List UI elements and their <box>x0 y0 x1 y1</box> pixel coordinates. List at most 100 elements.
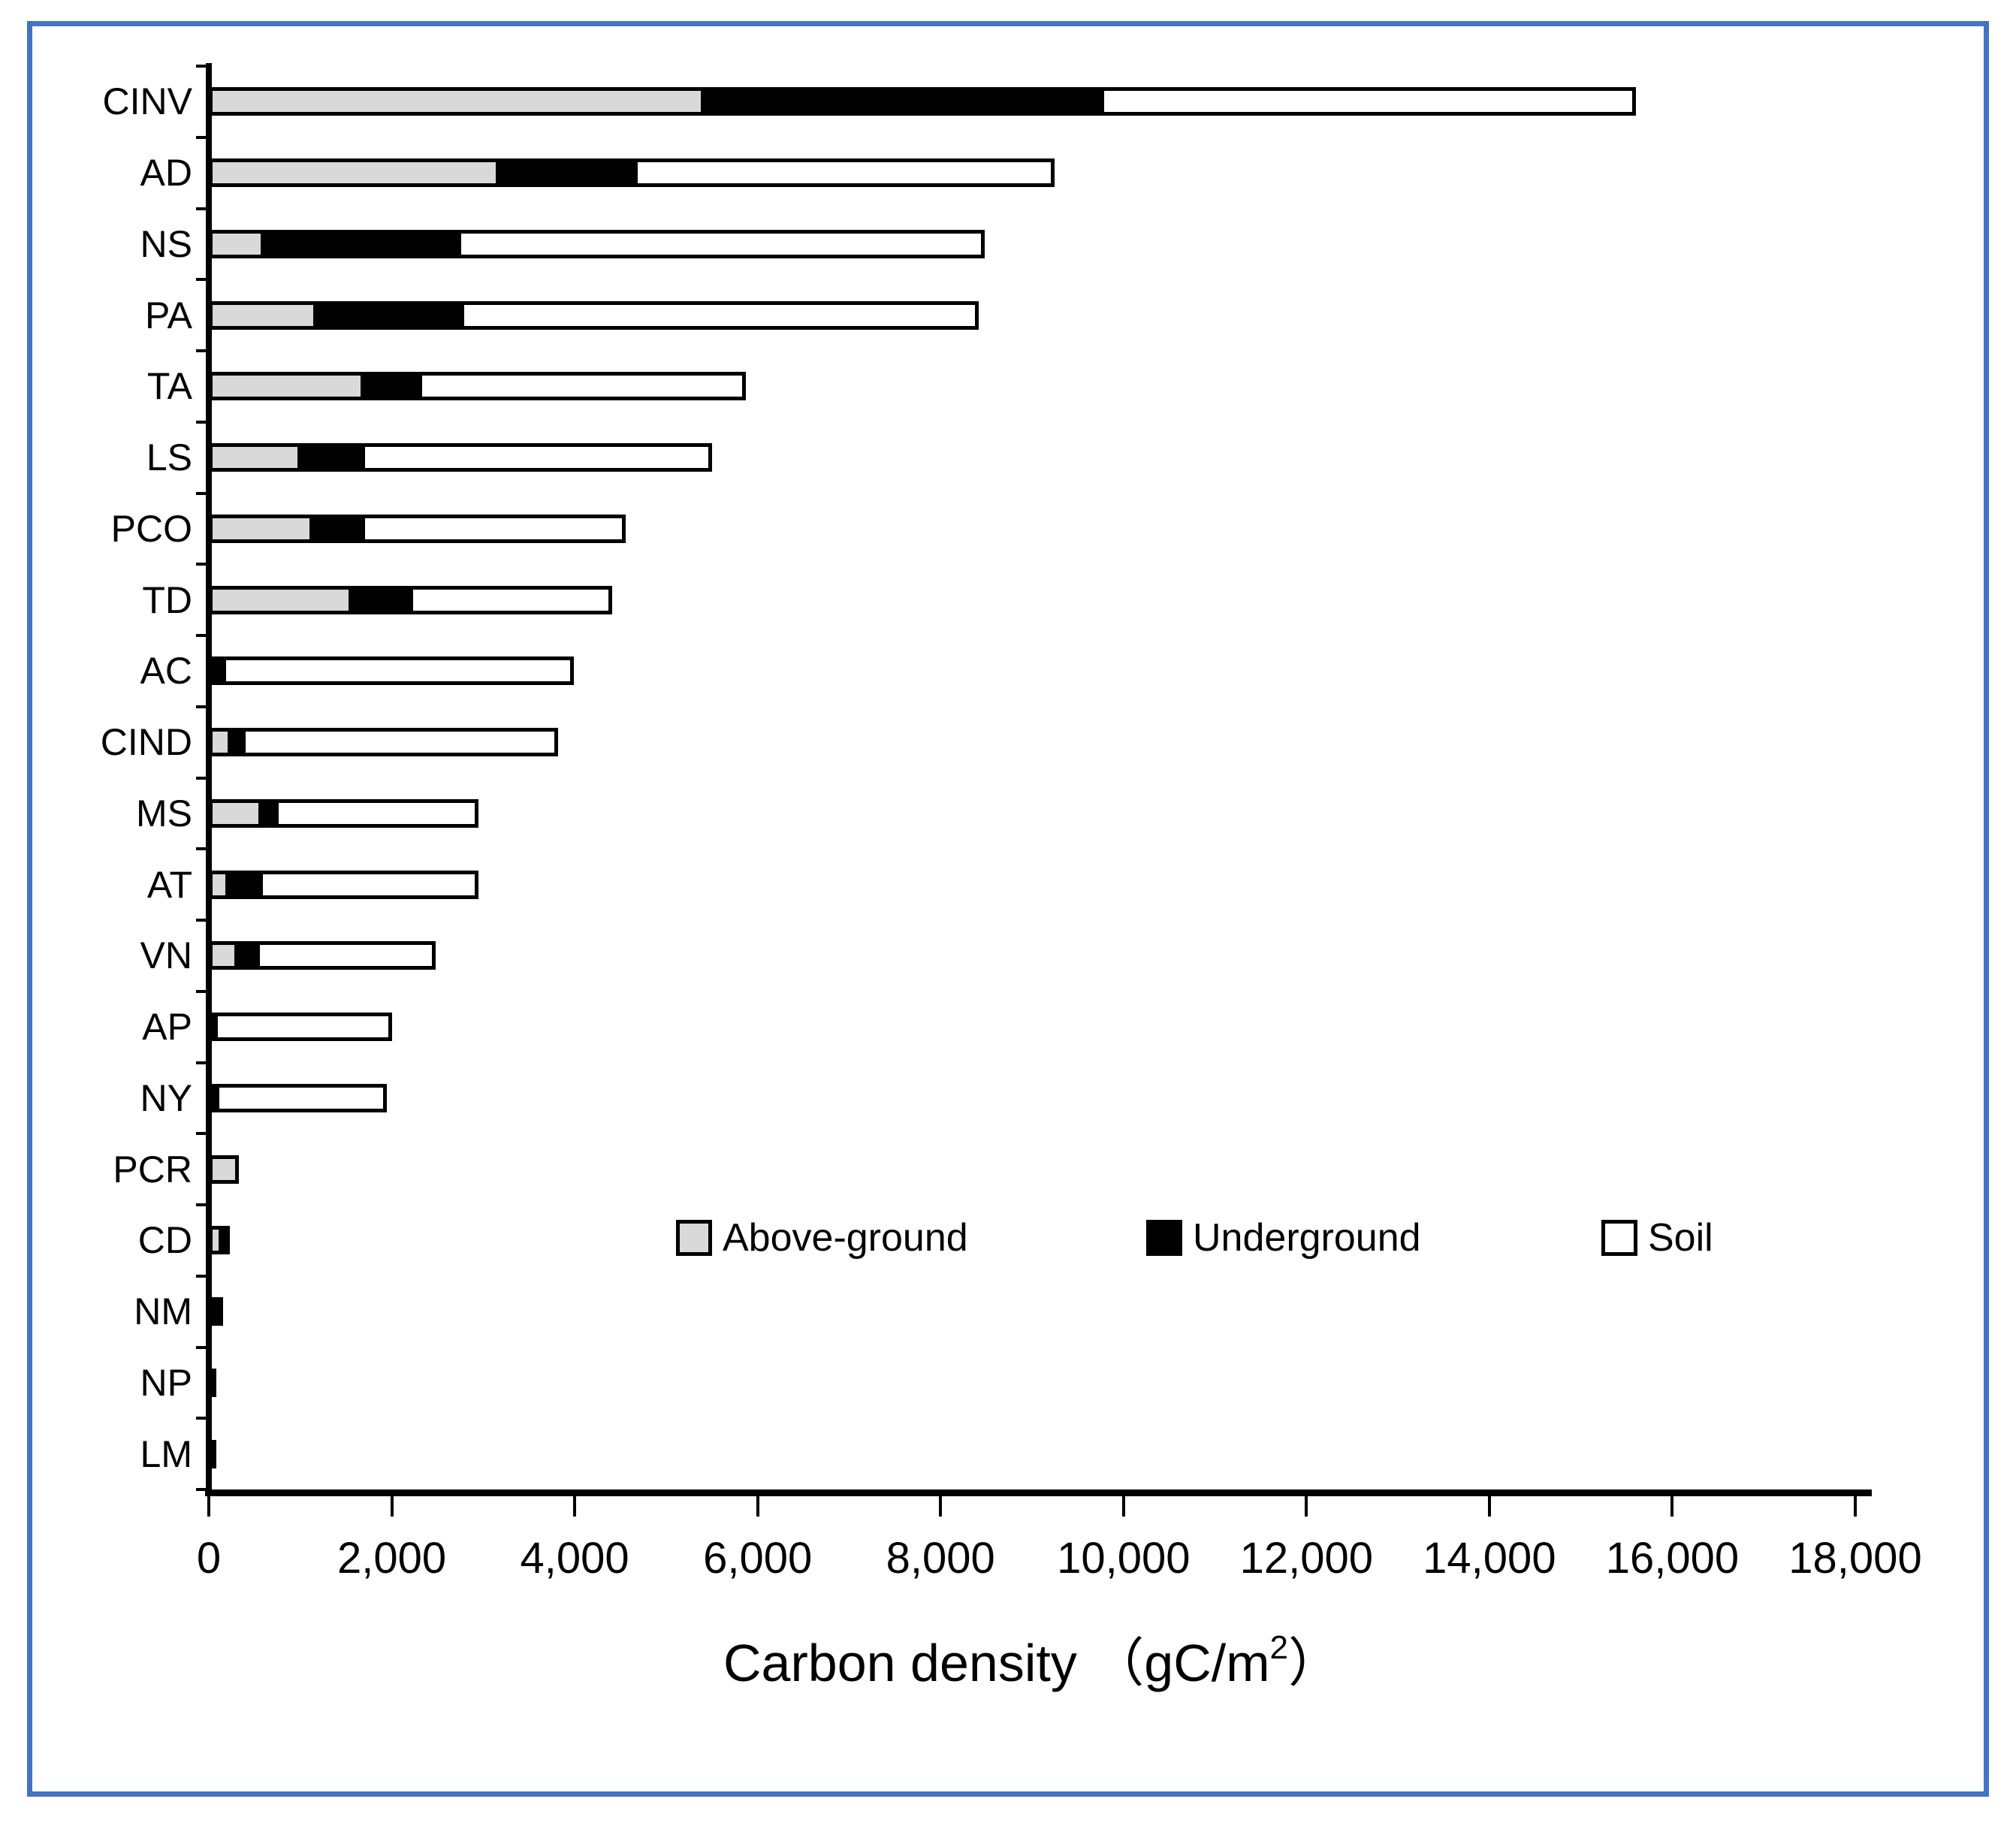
legend-label: Above-ground <box>723 1216 968 1260</box>
bar-segment-soil <box>457 229 985 258</box>
category-label: NP <box>140 1361 192 1404</box>
bar-segment-soil <box>361 443 712 472</box>
x-axis-title-suffix: ） <box>1288 1634 1341 1692</box>
y-axis-line <box>206 63 212 1496</box>
bar-segment-above-ground <box>209 158 500 188</box>
y-axis-tick <box>196 65 209 68</box>
category-label: TA <box>146 365 192 408</box>
bar-segment-above-ground <box>209 300 317 330</box>
bar-segment-soil <box>634 158 1055 188</box>
bar-segment-above-ground <box>209 941 238 970</box>
bar-segment-soil <box>222 656 574 686</box>
category-label: CIND <box>100 721 192 764</box>
bar-segment-underground <box>209 1439 216 1468</box>
bar-segment-underground <box>705 87 1101 116</box>
category-label: NM <box>134 1290 192 1333</box>
x-axis-tick <box>207 1496 210 1517</box>
y-axis-tick <box>196 847 209 851</box>
chart-frame-border <box>27 21 1989 1797</box>
y-axis-tick <box>196 634 209 637</box>
category-label: PCO <box>110 507 192 550</box>
bar-segment-underground <box>209 1083 216 1112</box>
bar-segment-underground <box>316 300 460 330</box>
x-axis-tick <box>1121 1496 1125 1517</box>
y-axis-tick <box>196 776 209 780</box>
bar-segment-above-ground <box>209 87 705 116</box>
bar-segment-soil <box>241 728 559 757</box>
category-label: LS <box>146 436 192 479</box>
x-axis-tick-label: 10,000 <box>1057 1534 1191 1583</box>
category-label: AP <box>142 1006 192 1049</box>
category-label: VN <box>140 934 192 977</box>
x-axis-title: Carbon density （gC/m2） <box>209 1631 1855 1695</box>
bar-segment-soil <box>215 1297 223 1326</box>
x-axis-tick-label: 12,000 <box>1239 1534 1374 1583</box>
bar-segment-above-ground <box>209 229 265 258</box>
x-axis-tick <box>1854 1496 1857 1517</box>
y-axis-tick <box>196 135 209 139</box>
x-axis-tick-label: 4,000 <box>520 1534 629 1583</box>
legend-swatch-underground <box>1146 1220 1182 1256</box>
bar-segment-underground <box>352 585 409 614</box>
y-axis-tick <box>196 563 209 566</box>
bar-segment-soil <box>256 941 436 970</box>
y-axis-tick <box>196 705 209 708</box>
y-axis-tick <box>196 1203 209 1206</box>
y-axis-tick <box>196 1345 209 1349</box>
bar-segment-above-ground <box>209 870 229 899</box>
bar-segment-soil <box>361 514 626 543</box>
bar-segment-above-ground <box>209 1226 223 1255</box>
bar-segment-underground <box>209 656 223 686</box>
bar-segment-underground <box>312 514 362 543</box>
x-axis-tick-label: 6,000 <box>703 1534 813 1583</box>
bar-segment-underground <box>364 372 418 401</box>
legend-label: Soil <box>1648 1216 1713 1260</box>
y-axis-tick <box>196 349 209 352</box>
category-label: LM <box>140 1432 192 1475</box>
x-axis-title-text: Carbon density （gC/m <box>723 1634 1270 1692</box>
x-axis-tick-label: 16,000 <box>1605 1534 1740 1583</box>
bar-segment-soil <box>274 798 479 828</box>
bar-segment-underground <box>231 728 242 757</box>
bar-segment-soil <box>215 1083 388 1112</box>
x-axis-tick-label: 2,000 <box>337 1534 447 1583</box>
bar-segment-soil <box>214 1013 392 1042</box>
category-label: TD <box>142 578 192 621</box>
x-axis-tick-label: 8,000 <box>886 1534 995 1583</box>
legend-label: Underground <box>1193 1216 1421 1260</box>
category-label: PA <box>145 294 192 337</box>
bar-segment-above-ground <box>209 372 365 401</box>
bar-segment-above-ground <box>209 1297 216 1326</box>
bar-segment-underground <box>261 798 275 828</box>
bar-segment-soil <box>460 300 979 330</box>
category-label: AC <box>140 650 192 693</box>
category-label: PCR <box>113 1148 192 1191</box>
x-axis-tick <box>573 1496 577 1517</box>
x-axis-tick-label: 14,000 <box>1423 1534 1556 1583</box>
y-axis-tick <box>196 1132 209 1136</box>
x-axis-tick <box>1305 1496 1308 1517</box>
bar-segment-soil <box>418 372 746 401</box>
bar-segment-soil <box>258 870 479 899</box>
bar-segment-underground <box>209 1368 216 1397</box>
x-axis-title-superscript: 2 <box>1269 1629 1288 1666</box>
y-axis-tick <box>196 1274 209 1278</box>
bar-segment-underground <box>499 158 635 188</box>
bar-segment-soil <box>1100 87 1636 116</box>
y-axis-tick <box>196 278 209 282</box>
x-axis-tick <box>756 1496 759 1517</box>
category-label: AT <box>146 863 192 906</box>
y-axis-tick <box>196 919 209 922</box>
bar-segment-soil <box>222 1226 231 1255</box>
y-axis-tick <box>196 1488 209 1491</box>
category-label: AD <box>140 152 192 195</box>
category-label: MS <box>136 792 192 835</box>
bar-segment-underground <box>300 443 362 472</box>
x-axis-tick-label: 0 <box>196 1534 222 1583</box>
bar-segment-above-ground <box>209 798 262 828</box>
category-label: NY <box>140 1076 192 1119</box>
bar-segment-above-ground <box>209 443 301 472</box>
legend-swatch-above-ground <box>676 1220 712 1256</box>
bar-segment-underground <box>264 229 458 258</box>
category-label: CINV <box>102 80 192 123</box>
